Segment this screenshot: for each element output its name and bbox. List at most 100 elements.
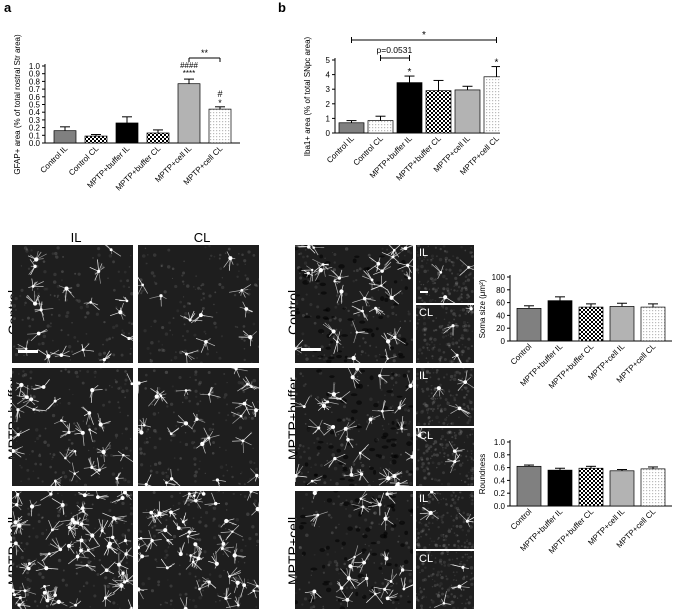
texture-speck [431,600,435,604]
texture-speck [241,557,244,560]
texture-speck [382,495,386,500]
texture-speck [335,482,339,486]
texture-speck [467,418,472,422]
texture-speck [416,253,420,257]
texture-speck [194,604,198,609]
texture-speck [464,280,467,283]
texture-speck [428,551,431,554]
texture-dot [369,466,374,470]
texture-speck [193,446,197,450]
texture-speck [458,339,461,342]
texture-dot [407,600,412,604]
texture-speck [225,419,228,422]
texture-speck [416,593,418,595]
texture-speck [467,529,471,533]
texture-speck [28,324,32,328]
texture-speck [73,422,76,425]
texture-speck [63,474,68,479]
cell-process [450,348,462,363]
texture-speck [317,452,320,455]
texture-speck [470,313,473,316]
texture-speck [416,376,420,381]
texture-speck [470,449,473,453]
texture-speck [439,343,441,345]
texture-speck [429,420,431,423]
texture-speck [167,579,169,581]
texture-speck [444,534,448,538]
texture-speck [316,305,320,309]
texture-speck [254,532,258,536]
texture-speck [425,449,429,453]
texture-speck [188,302,190,304]
texture-speck [437,593,439,595]
texture-dot [356,400,362,405]
texture-speck [470,407,474,411]
cell-process [386,245,401,258]
texture-speck [429,606,431,608]
texture-speck [455,579,458,582]
texture-speck [373,511,377,515]
texture-speck [218,257,221,260]
texture-speck [450,584,453,586]
texture-speck [445,575,447,577]
texture-speck [470,466,473,469]
texture-speck [468,595,473,599]
cell-process [394,397,407,414]
texture-speck [438,421,441,424]
texture-speck [140,463,144,467]
texture-speck [443,391,446,393]
cell-process [352,320,369,344]
texture-speck [459,491,462,494]
texture-speck [225,464,227,466]
texture-dot [400,543,405,548]
texture-speck [183,260,185,263]
texture-speck [406,432,411,437]
texture-speck [248,537,252,541]
texture-speck [420,604,424,608]
texture-speck [33,600,37,603]
texture-speck [305,293,308,296]
texture-speck [443,318,446,321]
texture-dot [342,454,349,460]
texture-speck [197,382,201,386]
texture-speck [442,514,445,517]
annotation-star1: * [218,98,222,108]
cell-process [399,245,413,252]
texture-speck [459,560,462,563]
texture-dot [404,530,409,535]
texture-speck [428,337,433,341]
texture-speck [208,294,212,298]
inset-mptp-cell-il: IL [416,491,474,549]
cell-process [220,518,237,528]
texture-speck [332,335,336,339]
texture-speck [375,346,378,348]
texture-dot [295,451,298,456]
texture-speck [172,534,177,539]
texture-speck [213,321,217,325]
texture-speck [41,516,44,519]
texture-speck [115,498,118,501]
texture-speck [127,414,129,417]
texture-dot [371,332,375,338]
texture-speck [299,272,301,275]
texture-speck [109,501,113,504]
cell-process [77,512,90,530]
texture-speck [345,416,349,420]
texture-speck [416,361,421,363]
texture-dot [319,254,324,259]
cell-process [29,499,42,517]
cell-process [343,466,363,477]
texture-speck [409,319,412,323]
texture-speck [442,533,445,536]
texture-speck [114,433,119,438]
texture-speck [447,334,450,336]
texture-speck [431,522,434,524]
texture-speck [214,382,217,386]
texture-speck [252,378,257,383]
texture-speck [27,558,31,563]
cell-process [68,462,81,482]
texture-dot [335,539,340,543]
texture-speck [182,500,186,503]
texture-speck [151,403,154,406]
texture-dot [390,443,397,448]
